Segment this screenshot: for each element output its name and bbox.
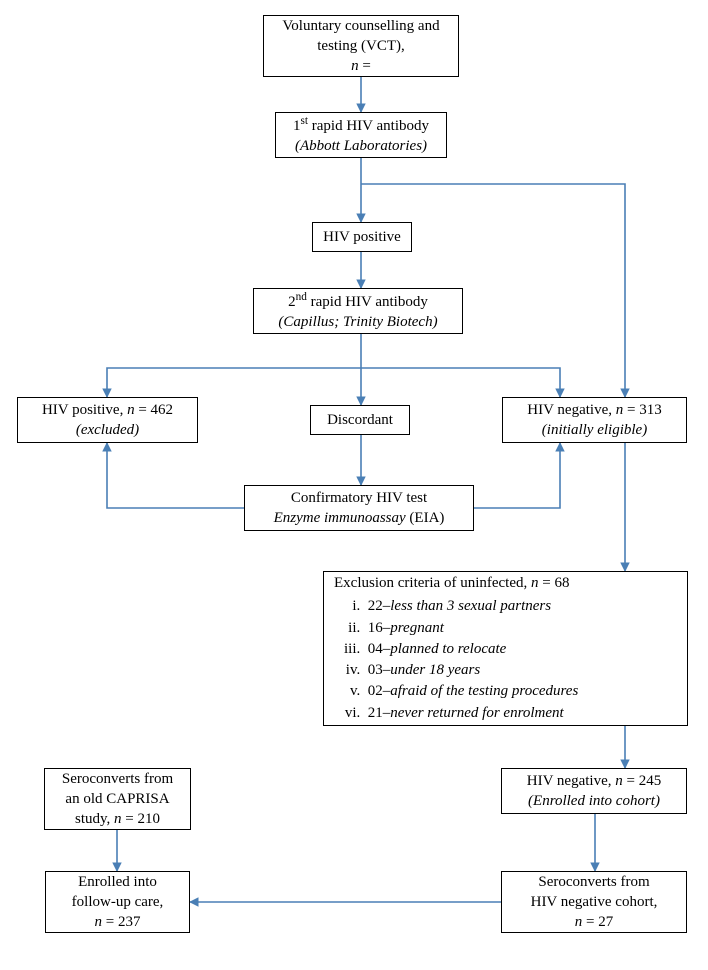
node-line: Seroconverts from <box>55 769 180 789</box>
exclusion-item: 21–never returned for enrolment <box>364 703 578 723</box>
flowchart-canvas: Voluntary counselling and testing (VCT),… <box>0 0 708 970</box>
node-text: Confirmatory HIV test <box>255 488 463 508</box>
node-subline: (Abbott Laboratories) <box>286 136 436 156</box>
node-text: HIV negative, n = 313 <box>513 400 676 420</box>
node-vct: Voluntary counselling and testing (VCT),… <box>263 15 459 77</box>
node-value: n = <box>274 56 448 76</box>
node-line: 2nd rapid HIV antibody <box>264 290 452 312</box>
node-seroconverts-caprisa: Seroconverts from an old CAPRISA study, … <box>44 768 191 830</box>
node-subline: (initially eligible) <box>513 420 676 440</box>
exclusion-item: 04–planned to relocate <box>364 639 578 659</box>
node-hiv-positive-excluded: HIV positive, n = 462 (excluded) <box>17 397 198 443</box>
node-exclusion-criteria: Exclusion criteria of uninfected, n = 68… <box>323 571 688 726</box>
node-hiv-negative-eligible: HIV negative, n = 313 (initially eligibl… <box>502 397 687 443</box>
exclusion-item: 02–afraid of the testing procedures <box>364 681 578 701</box>
exclusion-list: 22–less than 3 sexual partners 16–pregna… <box>334 595 578 724</box>
node-hiv-negative-enrolled: HIV negative, n = 245 (Enrolled into coh… <box>501 768 687 814</box>
node-text: Discordant <box>321 410 399 430</box>
node-subline: (excluded) <box>28 420 187 440</box>
node-enrolled-followup: Enrolled into follow-up care, n = 237 <box>45 871 190 933</box>
node-rapid2: 2nd rapid HIV antibody (Capillus; Trinit… <box>253 288 463 334</box>
edge <box>474 443 560 508</box>
exclusion-item: 16–pregnant <box>364 618 578 638</box>
node-line: testing (VCT), <box>274 36 448 56</box>
node-eia: Confirmatory HIV test Enzyme immunoassay… <box>244 485 474 531</box>
node-line: Seroconverts from <box>512 872 676 892</box>
edge <box>107 443 244 508</box>
node-text: HIV positive, n = 462 <box>28 400 187 420</box>
node-seroconverts-hivneg: Seroconverts from HIV negative cohort, n… <box>501 871 687 933</box>
node-title: Exclusion criteria of uninfected, n = 68 <box>334 573 677 593</box>
node-line: an old CAPRISA <box>55 789 180 809</box>
node-line: Voluntary counselling and <box>274 16 448 36</box>
node-rapid1: 1st rapid HIV antibody (Abbott Laborator… <box>275 112 447 158</box>
node-discordant: Discordant <box>310 405 410 435</box>
node-value: n = 237 <box>56 912 179 932</box>
node-subline: (Enrolled into cohort) <box>512 791 676 811</box>
edge <box>107 368 361 397</box>
node-line: follow-up care, <box>56 892 179 912</box>
exclusion-item: 22–less than 3 sexual partners <box>364 596 578 616</box>
node-value: n = 27 <box>512 912 676 932</box>
node-line: HIV negative cohort, <box>512 892 676 912</box>
node-hiv-positive-small: HIV positive <box>312 222 412 252</box>
node-value: study, n = 210 <box>55 809 180 829</box>
node-text: HIV positive <box>323 227 401 247</box>
exclusion-item: 03–under 18 years <box>364 660 578 680</box>
node-line: 1st rapid HIV antibody <box>286 114 436 136</box>
edge <box>361 368 560 397</box>
node-subline: (Capillus; Trinity Biotech) <box>264 312 452 332</box>
node-text: HIV negative, n = 245 <box>512 771 676 791</box>
node-subline: Enzyme immunoassay (EIA) <box>255 508 463 528</box>
node-line: Enrolled into <box>56 872 179 892</box>
